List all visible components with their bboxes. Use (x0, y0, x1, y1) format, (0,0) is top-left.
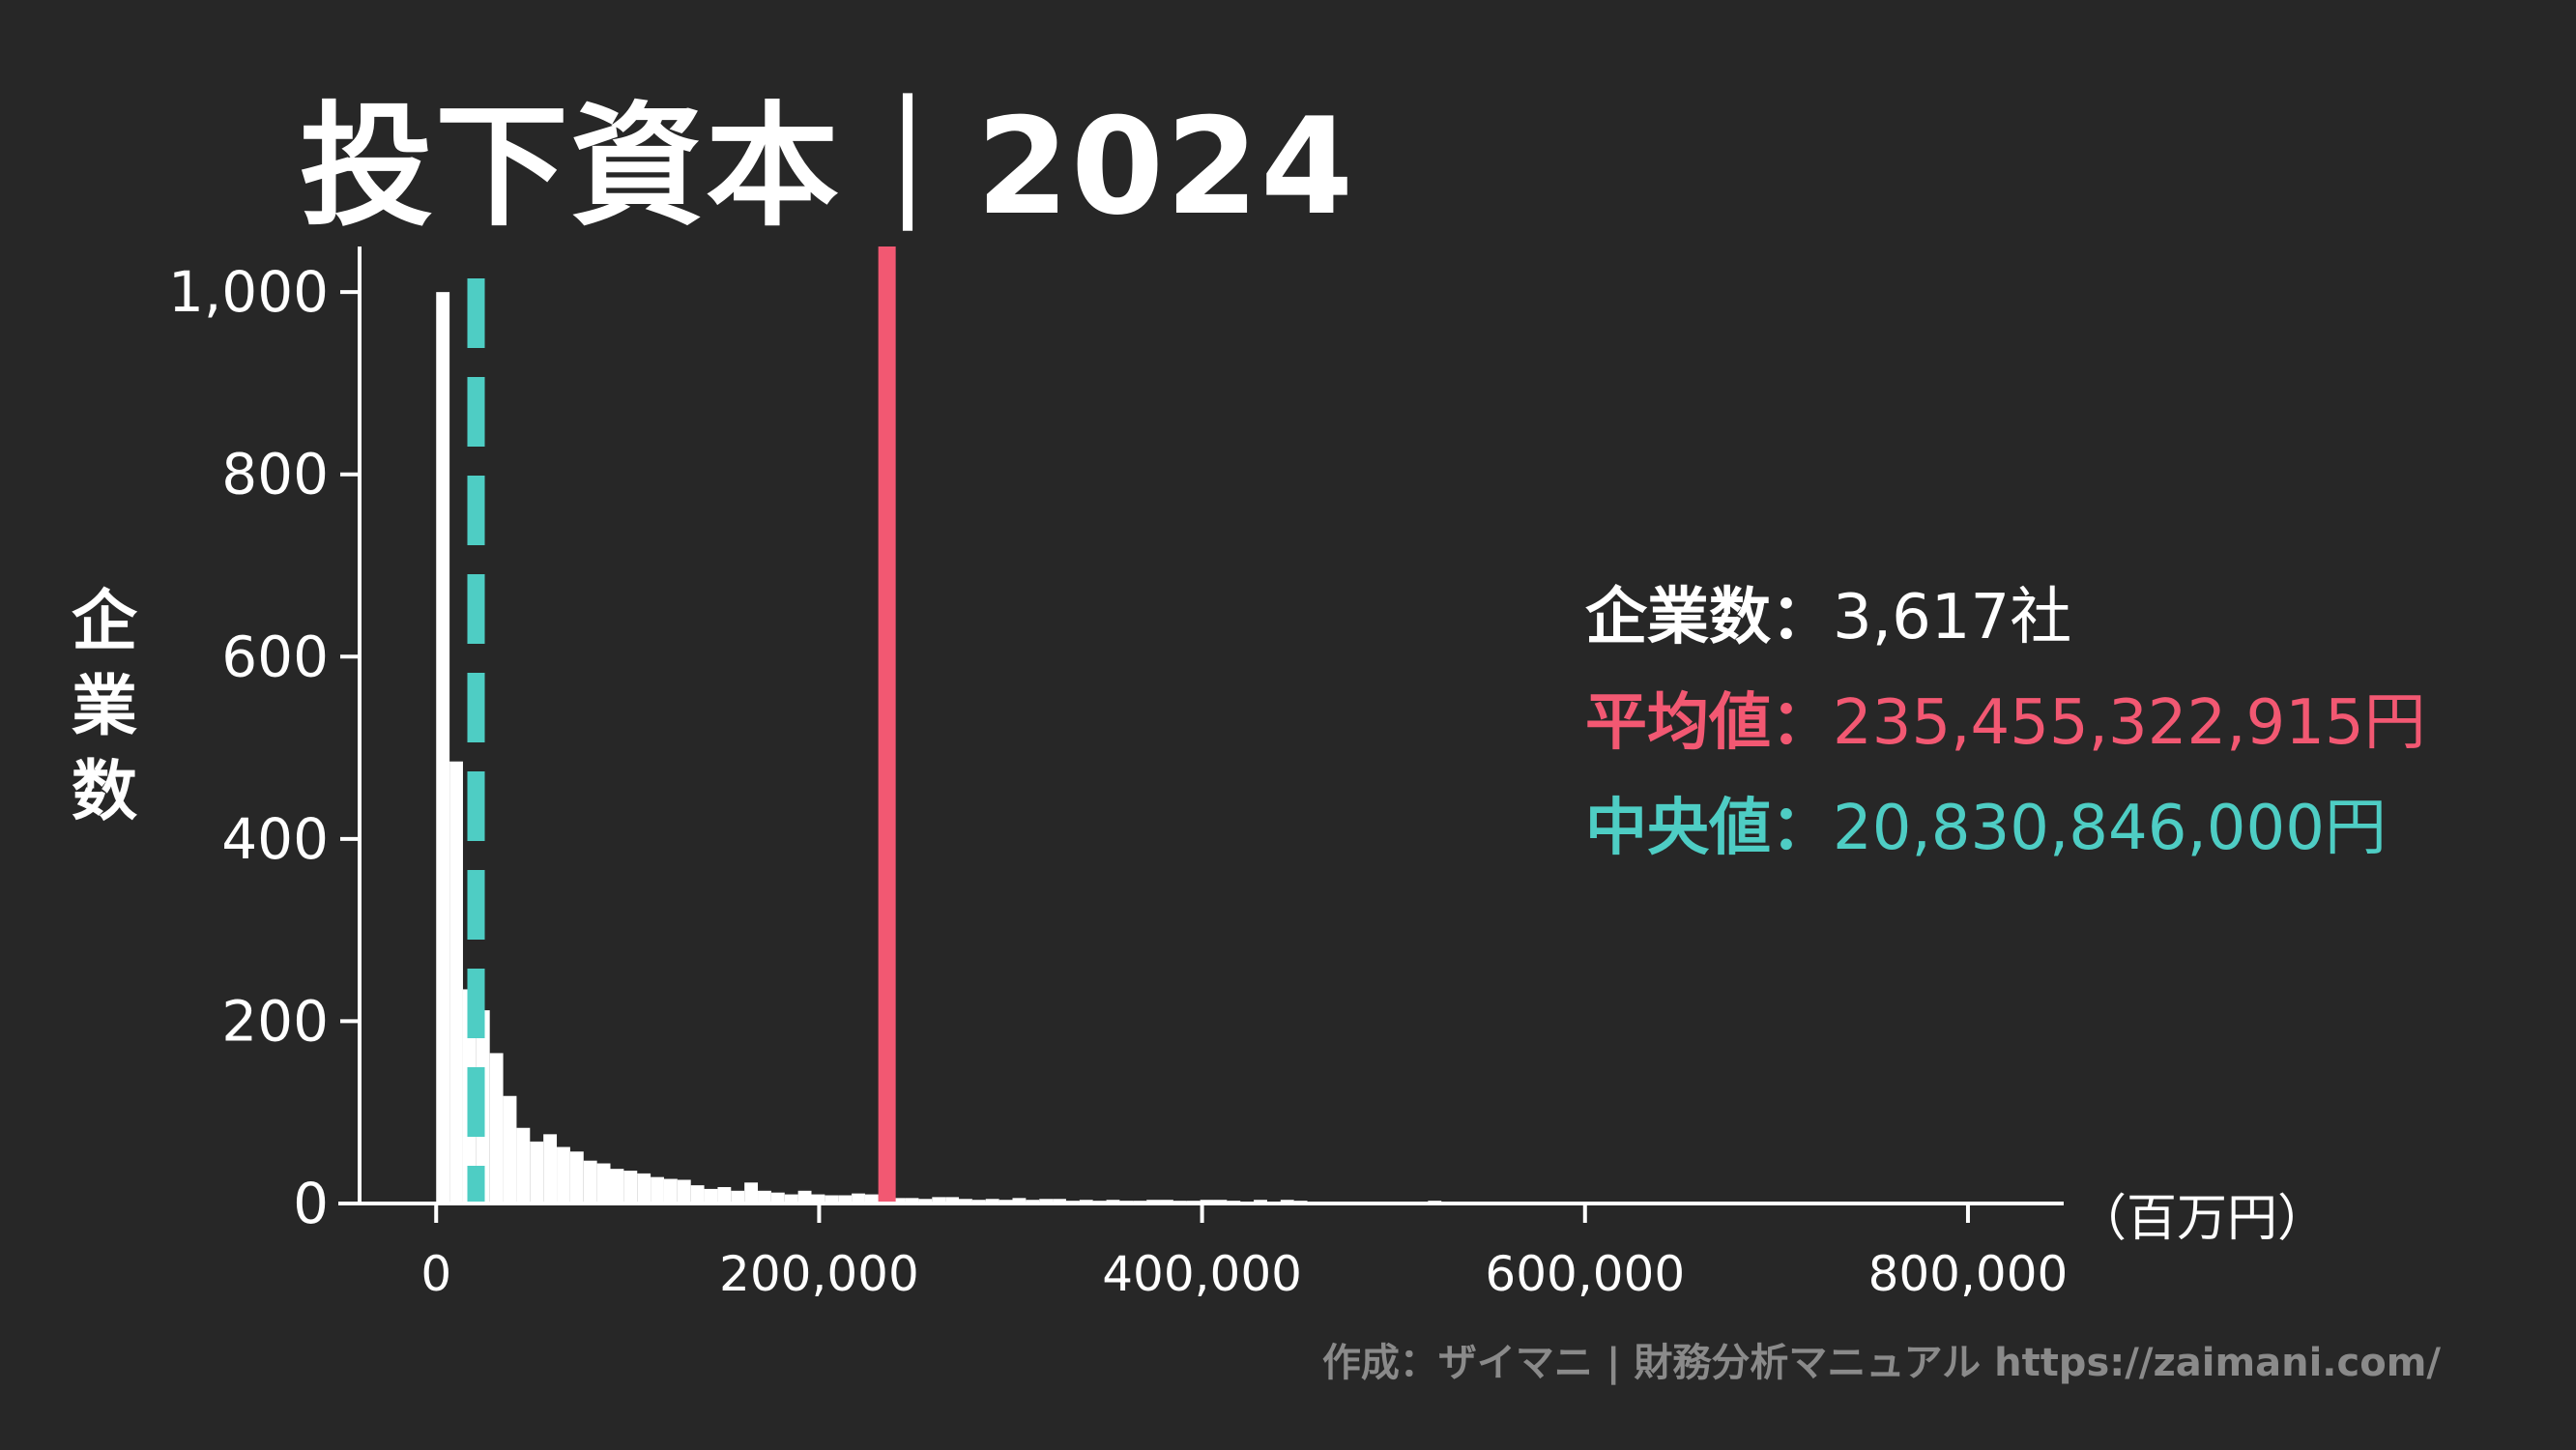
histogram-bar (864, 1194, 879, 1204)
histogram-bar (596, 1163, 611, 1204)
x-tick-label: 800,000 (1868, 1246, 2069, 1302)
y-tick-label: 800 (221, 442, 329, 508)
histogram-bar (758, 1190, 771, 1204)
mean-row: 平均値：235,455,322,915円 (1585, 671, 2426, 776)
company-count-value: 3,617社 (1833, 582, 2072, 653)
histogram-bar (797, 1190, 812, 1204)
histogram-bar (905, 1198, 919, 1204)
x-tick-label: 400,000 (1102, 1246, 1302, 1302)
y-tick-label: 200 (221, 988, 329, 1054)
company-count-label: 企業数： (1585, 582, 1833, 653)
histogram-bar (651, 1176, 664, 1204)
histogram-bar (530, 1141, 544, 1204)
histogram-bar (489, 1053, 504, 1204)
histogram-bar (811, 1194, 825, 1204)
histogram-bar (623, 1171, 638, 1204)
chart-title: 投下資本｜2024 (300, 89, 1356, 245)
y-tick-label: 1,000 (168, 259, 329, 325)
histogram-bar (557, 1146, 570, 1204)
histogram-bar (677, 1179, 691, 1204)
mean-label: 平均値： (1585, 687, 1833, 759)
mean-value: 235,455,322,915円 (1833, 687, 2426, 759)
y-tick-label: 400 (221, 806, 329, 872)
histogram-bar (1012, 1198, 1027, 1204)
histogram-bar (704, 1188, 718, 1204)
histogram-bar (1053, 1199, 1066, 1204)
median-label: 中央値： (1585, 793, 1833, 864)
y-tick-label: 0 (293, 1171, 329, 1236)
histogram-bar (985, 1199, 999, 1204)
y-axis-label: 企業数 (71, 584, 137, 830)
histogram-bar (436, 292, 450, 1204)
histogram-bar (891, 1198, 906, 1204)
x-axis-unit-label: （百万円） (2076, 1190, 2329, 1248)
histogram-bar (825, 1195, 839, 1204)
histogram-bar (959, 1199, 972, 1204)
histogram-bar (731, 1190, 745, 1204)
x-tick-label: 0 (420, 1246, 451, 1302)
stats-panel: 企業数：3,617社 平均値：235,455,322,915円 中央値：20,8… (1585, 566, 2426, 882)
histogram-bar (637, 1173, 651, 1204)
histogram-bar (932, 1197, 946, 1204)
histogram-bar (717, 1187, 732, 1204)
x-tick-label: 600,000 (1485, 1246, 1685, 1302)
histogram-bar (516, 1127, 531, 1204)
histogram-bar (690, 1185, 705, 1204)
histogram-bar (852, 1193, 865, 1204)
x-tick-label: 200,000 (719, 1246, 919, 1302)
histogram-bar (1039, 1199, 1054, 1204)
median-row: 中央値：20,830,846,000円 (1585, 776, 2426, 882)
histogram-bar (945, 1197, 960, 1204)
credit-text: 作成：ザイマニ | 財務分析マニュアル https://zaimani.com/ (1321, 1341, 2441, 1385)
histogram-bar (784, 1194, 798, 1204)
histogram-bar (569, 1151, 584, 1204)
histogram-bar (744, 1182, 759, 1204)
histogram-bar (663, 1178, 678, 1204)
histogram-bar (610, 1169, 624, 1204)
median-value: 20,830,846,000円 (1833, 793, 2387, 864)
y-tick-label: 600 (221, 624, 329, 689)
histogram-bar (543, 1134, 558, 1204)
histogram-bar (583, 1160, 597, 1204)
company-count-row: 企業数：3,617社 (1585, 566, 2426, 671)
histogram-bar (449, 761, 463, 1204)
histogram-bar (503, 1095, 517, 1204)
histogram-bar (838, 1195, 853, 1204)
histogram-bar (918, 1199, 933, 1204)
histogram-bar (770, 1192, 785, 1204)
